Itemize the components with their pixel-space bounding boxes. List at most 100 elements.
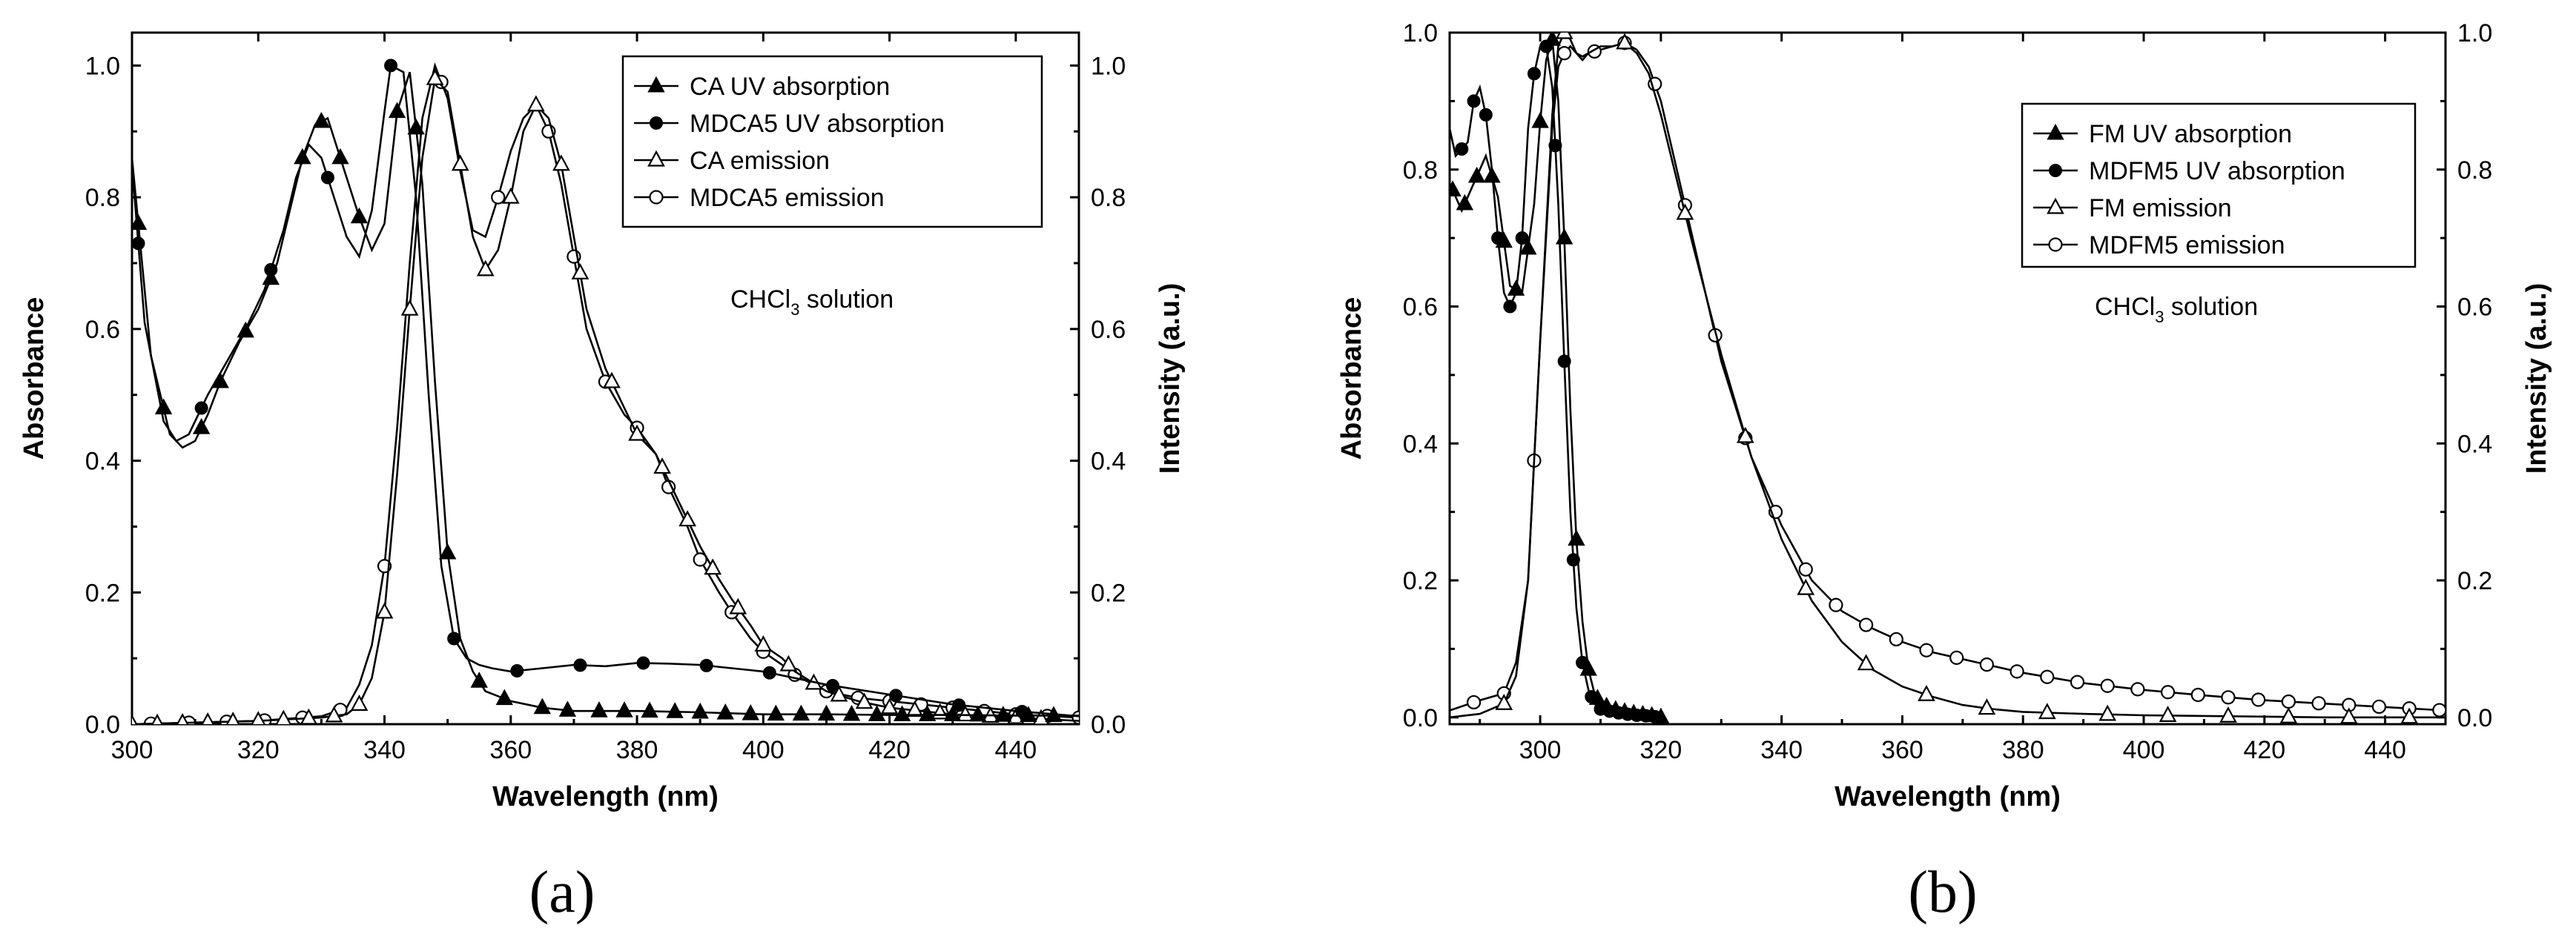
x-tick-label: 380 (2002, 736, 2044, 764)
annotation-prefix: CHCl (2095, 293, 2155, 321)
data-point (495, 689, 513, 706)
data-point (2339, 707, 2358, 724)
data-point (641, 701, 658, 718)
x-tick-label: 380 (616, 736, 658, 764)
data-point (1829, 597, 1843, 612)
data-point (294, 148, 311, 165)
data-point (830, 685, 848, 702)
legend: FM UV absorption MDFM5 UV absorption FM em… (2021, 102, 2417, 268)
legend-item: FM emission (2033, 194, 2232, 222)
data-point (237, 321, 254, 338)
data-point (1071, 710, 1079, 724)
data-point (590, 701, 608, 718)
series-ca-emission (132, 68, 1079, 724)
data-point (779, 655, 798, 672)
data-point (693, 552, 707, 567)
data-point (893, 705, 911, 722)
x-tick-label: 320 (1640, 736, 1682, 764)
y-tick-label-right: 0.2 (2457, 567, 2492, 595)
y-axis-title-right: Intensity (a.u.) (2521, 283, 2552, 474)
data-point (325, 706, 343, 723)
data-point (1566, 553, 1580, 567)
y-tick-label-right: 0.2 (1091, 579, 1126, 607)
annotation-subscript: 3 (2155, 308, 2164, 326)
x-axis-title: Wavelength (nm) (492, 781, 719, 812)
data-point (573, 658, 587, 672)
data-point (194, 401, 208, 415)
data-point (704, 558, 722, 575)
data-point (201, 712, 214, 724)
x-tick-label: 340 (363, 736, 406, 764)
y-tick-label-left: 0.8 (85, 184, 120, 212)
data-point (1949, 650, 1964, 665)
plot-area (132, 59, 1079, 724)
data-point (501, 187, 520, 204)
data-point (817, 704, 836, 721)
data-point (2098, 704, 2117, 721)
y-axis-title-left: Absorbance (1336, 297, 1367, 460)
y-tick-label-left: 0.0 (1403, 704, 1438, 732)
data-point (855, 692, 873, 709)
data-point (615, 701, 633, 718)
data-point (1531, 111, 1549, 128)
y-tick-label-right: 0.4 (1091, 448, 1126, 476)
legend-marker (647, 76, 665, 93)
panel-label: (a) (529, 860, 595, 925)
y-tick-label-left: 0.4 (85, 448, 120, 476)
series-ca-uv-absorption (132, 71, 1079, 722)
y-tick-label-left: 0.2 (1403, 567, 1438, 595)
data-point (994, 706, 1012, 722)
data-point (1798, 562, 1813, 577)
data-point (2219, 706, 2237, 723)
series-mdca5-uv-absorption (132, 59, 1079, 718)
y-tick-label-right: 1.0 (2457, 19, 2492, 47)
data-point (889, 689, 903, 703)
legend-box (2021, 102, 2417, 268)
data-point (533, 697, 552, 715)
annotation-suffix: solution (799, 285, 894, 314)
data-point (1456, 193, 1474, 211)
data-point (2279, 706, 2298, 723)
legend-item: MDCA5 emission (634, 184, 885, 212)
data-point (262, 268, 280, 285)
y-tick-label-right: 0.0 (1091, 711, 1126, 739)
data-point (2040, 669, 2055, 684)
y-tick-label-right: 0.4 (2457, 430, 2492, 458)
data-point (2400, 707, 2419, 724)
x-tick-label: 420 (868, 736, 911, 764)
data-point (1495, 231, 1513, 248)
data-point (825, 679, 839, 693)
x-tick-label: 320 (237, 736, 280, 764)
data-point (754, 635, 773, 652)
data-point (729, 597, 747, 614)
legend-marker (650, 116, 663, 130)
plot-area (1450, 33, 2445, 724)
data-point (552, 154, 570, 171)
data-point (132, 714, 138, 724)
data-point (792, 704, 810, 721)
data-point (384, 59, 398, 73)
data-point (476, 259, 495, 276)
x-tick-label: 400 (742, 736, 785, 764)
panel-label: (b) (1908, 860, 1977, 925)
data-point (2311, 696, 2326, 711)
x-tick-label: 440 (2364, 736, 2406, 764)
data-point (2038, 703, 2056, 720)
data-point (527, 95, 545, 112)
legend-marker (2047, 197, 2064, 214)
data-point (762, 666, 776, 680)
chart-panel-b: 300 320 340 360 380 400 420 440 0.0 0.0 0.2 0.2 0.4 0… (1336, 19, 2552, 925)
data-point (1579, 659, 1597, 676)
data-point (211, 371, 229, 388)
data-point (300, 708, 317, 724)
legend-item: CA UV absorption (634, 73, 890, 101)
y-tick-label-left: 0.8 (1403, 156, 1438, 185)
y-tick-label-left: 0.2 (85, 579, 120, 607)
data-point (1450, 180, 1462, 196)
data-point (132, 236, 145, 251)
legend-marker (2048, 237, 2063, 252)
data-point (320, 170, 334, 185)
data-point (653, 457, 671, 474)
annotation-suffix: solution (2164, 293, 2258, 321)
data-point (1859, 617, 1874, 632)
